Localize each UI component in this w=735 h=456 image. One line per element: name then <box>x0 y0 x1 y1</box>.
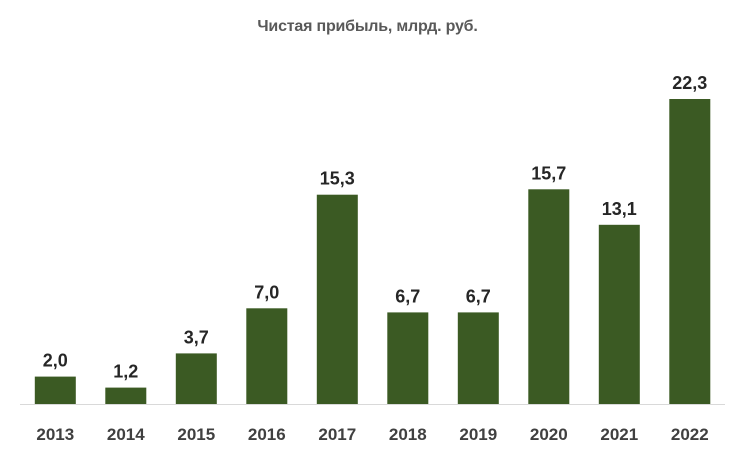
value-label-2018: 6,7 <box>395 286 420 306</box>
x-tick-label-2018: 2018 <box>389 425 427 444</box>
bar-2018 <box>387 312 429 404</box>
x-tick-label-2014: 2014 <box>107 425 145 444</box>
bar-2013 <box>34 376 76 404</box>
bar-2020 <box>528 189 570 404</box>
chart-title: Чистая прибыль, млрд. руб. <box>257 18 478 35</box>
x-tick-label-2016: 2016 <box>248 425 286 444</box>
value-label-2013: 2,0 <box>43 351 68 371</box>
value-label-2020: 15,7 <box>531 163 566 183</box>
value-label-2022: 22,3 <box>672 73 707 93</box>
x-tick-label-2019: 2019 <box>459 425 497 444</box>
bar-2021 <box>598 224 640 404</box>
value-label-2016: 7,0 <box>254 282 279 302</box>
bar-2016 <box>246 308 288 404</box>
bars-group <box>34 99 711 404</box>
value-label-2014: 1,2 <box>113 362 138 382</box>
x-tick-label-2017: 2017 <box>318 425 356 444</box>
bar-2017 <box>316 194 358 404</box>
bar-2014 <box>105 387 147 404</box>
x-tick-label-2021: 2021 <box>600 425 638 444</box>
x-tick-label-2022: 2022 <box>671 425 709 444</box>
x-tick-label-2020: 2020 <box>530 425 568 444</box>
value-label-2017: 15,3 <box>320 169 355 189</box>
x-tick-label-2015: 2015 <box>177 425 215 444</box>
value-label-2015: 3,7 <box>184 327 209 347</box>
value-label-2019: 6,7 <box>466 286 491 306</box>
value-labels-group: 2,0 1,2 3,7 7,0 15,3 6,7 6,7 15,7 13,1 22,3 <box>43 73 708 382</box>
bar-2022 <box>669 99 711 404</box>
value-label-2021: 13,1 <box>602 199 637 219</box>
x-tick-label-2013: 2013 <box>36 425 74 444</box>
x-tick-labels-group: 2013 2014 2015 2016 2017 2018 2019 2020 2021 2022 <box>36 425 708 444</box>
bar-2015 <box>175 353 217 404</box>
bar-2019 <box>457 312 499 404</box>
